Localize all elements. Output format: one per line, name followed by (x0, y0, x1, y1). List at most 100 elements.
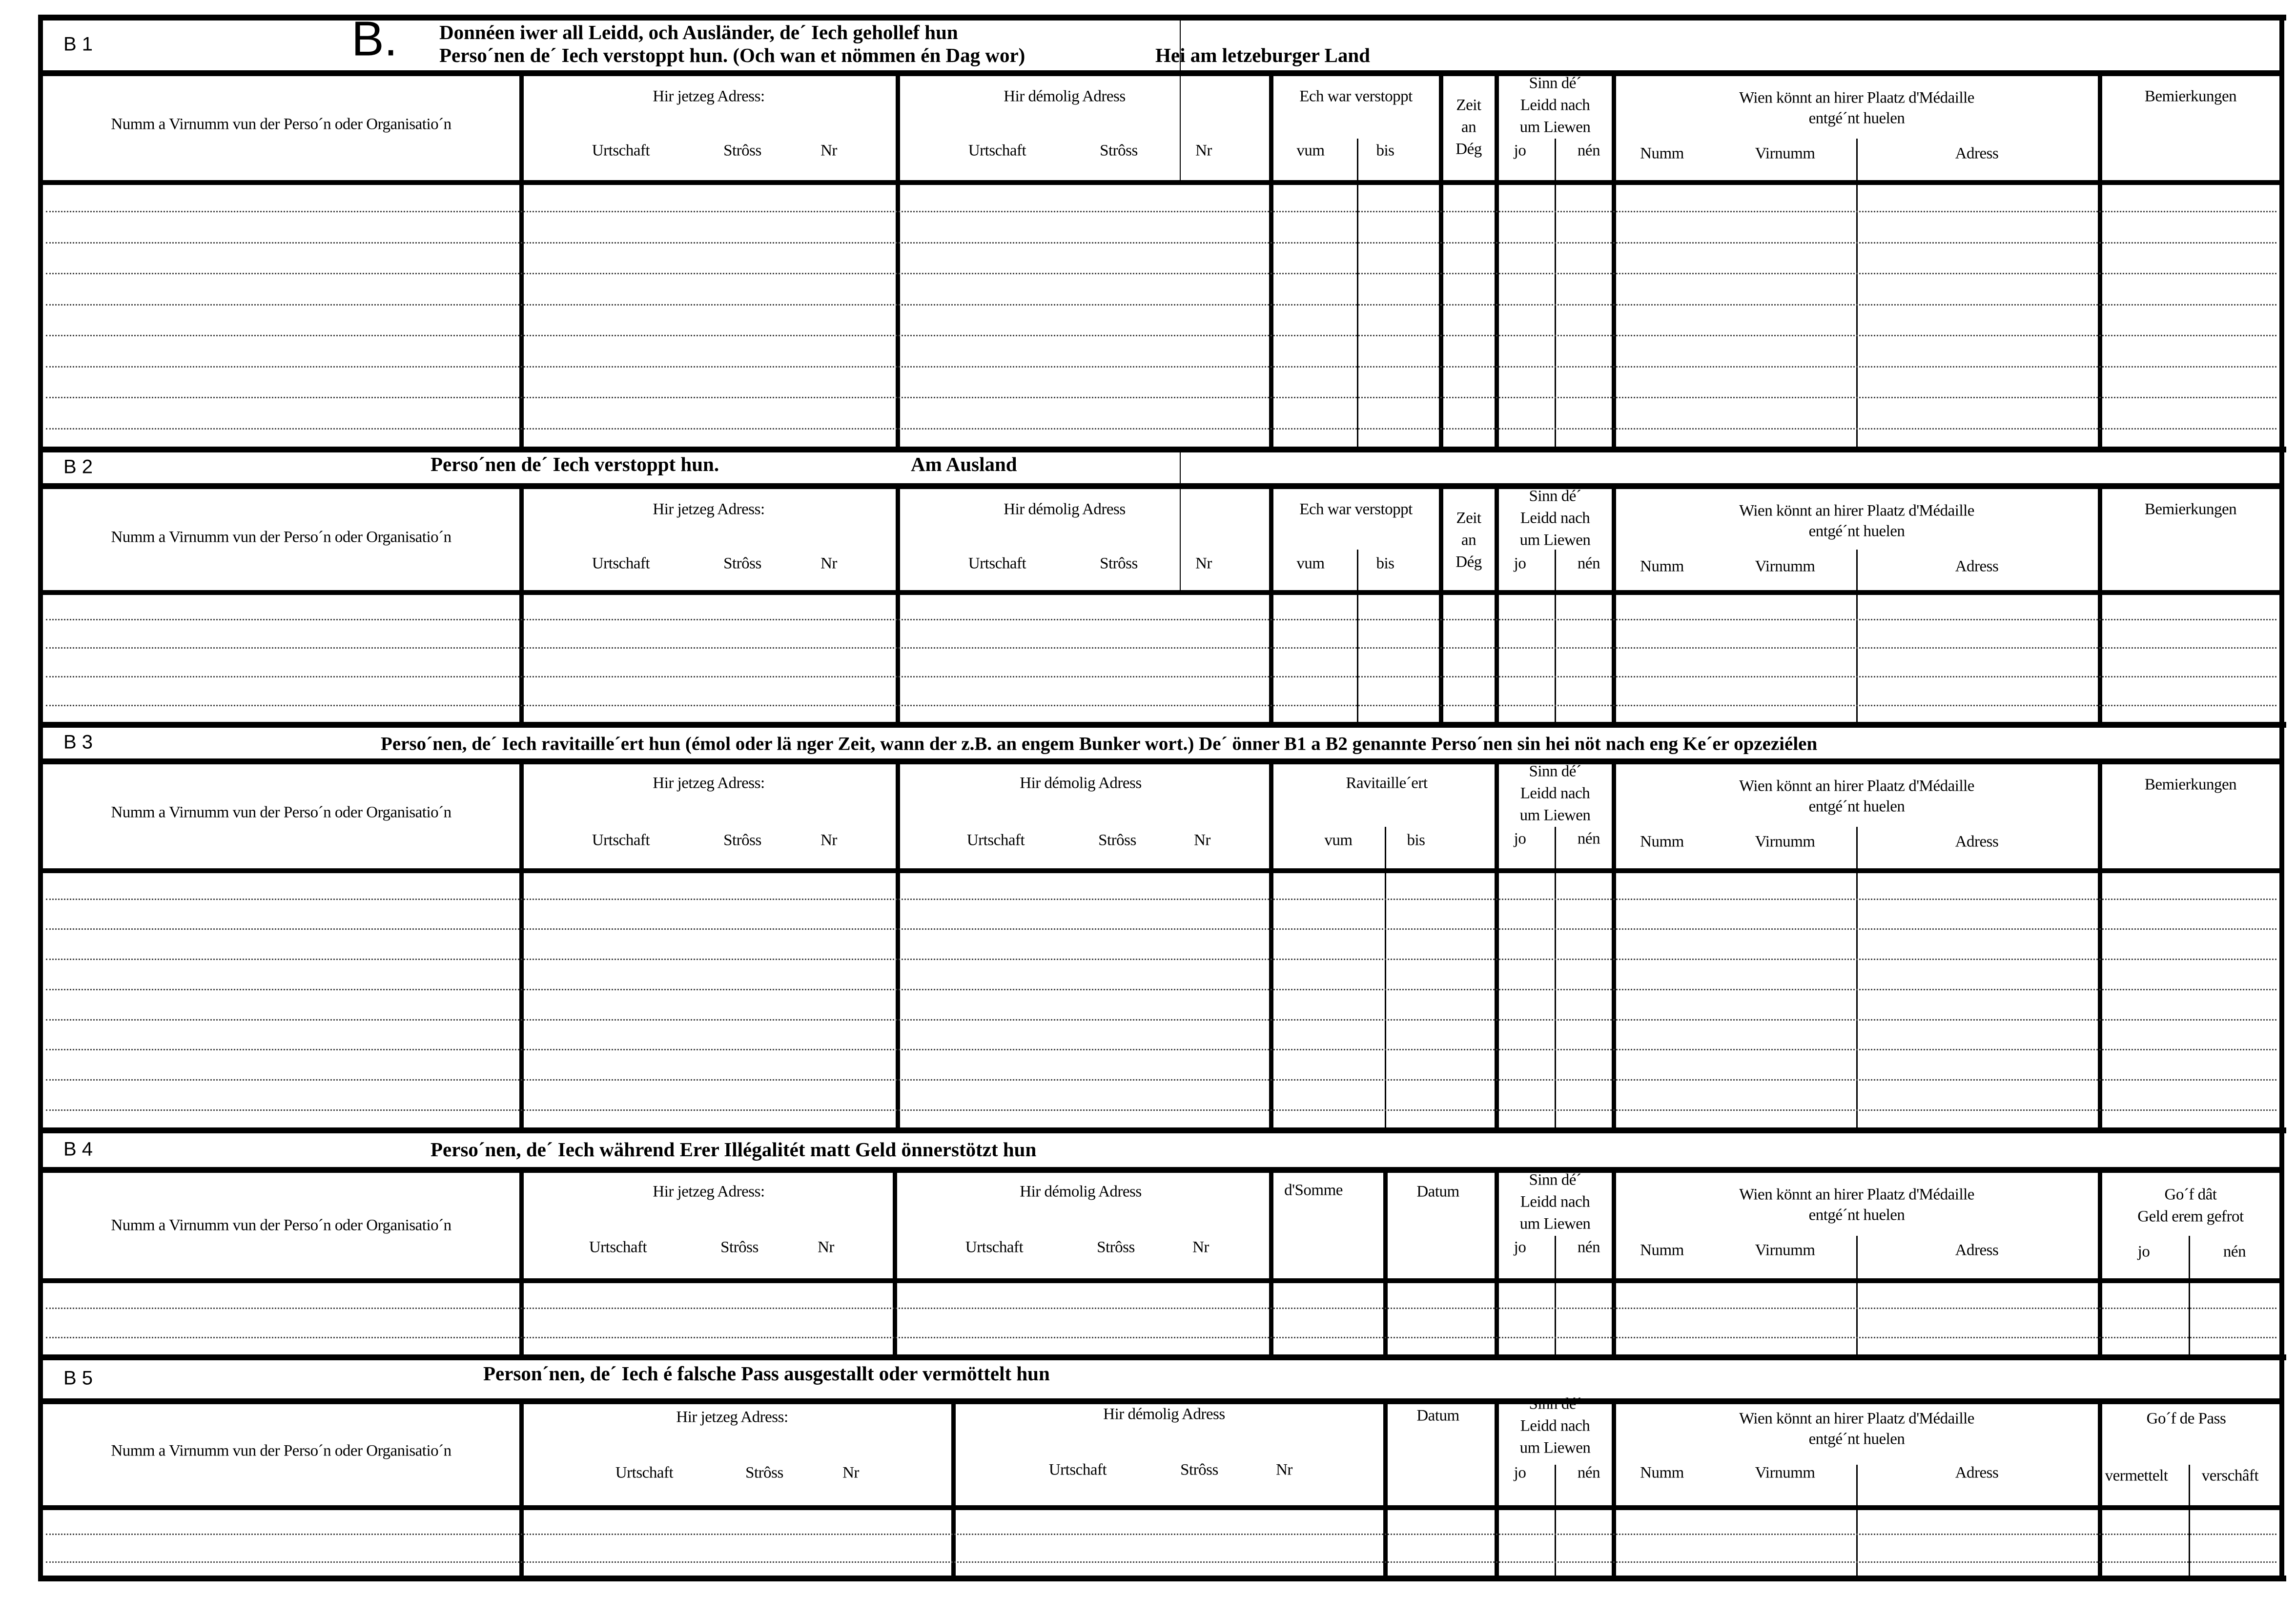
name-column-header: Numm a Virnumm vun der Perso´n oder Orga… (111, 1216, 451, 1234)
danger-header-line3: um Liewen (1519, 806, 1591, 824)
entry-row-line (46, 211, 2276, 212)
header-top-rule (41, 1398, 2281, 1404)
column-divider (1383, 1167, 1388, 1354)
current-street-header: Strôss (745, 1464, 783, 1482)
duration-header-line3: Dég (1456, 140, 1482, 158)
medal-header-line1: Wien könnt an hirer Plaatz d'Médaille (1739, 1186, 1974, 1204)
from-header: vum (1324, 831, 1353, 849)
column-divider (1612, 70, 1616, 447)
medal-firstname-header: Virnumm (1755, 144, 1815, 163)
current-street-header: Strôss (720, 1238, 758, 1256)
pass-procured-header: verschâft (2201, 1467, 2259, 1485)
column-divider (519, 70, 524, 447)
medal-header-line1: Wien könnt an hirer Plaatz d'Médaille (1739, 502, 1974, 520)
entry-row-line (46, 1109, 2276, 1111)
current-nr-header: Nr (820, 142, 837, 160)
pass-mediated-header: vermettelt (2105, 1467, 2168, 1485)
sub-column-divider (1555, 827, 1556, 1127)
sub-column-divider (1856, 139, 1858, 447)
danger-header-line2: Leidd nach (1520, 1417, 1590, 1435)
hidden-period-header: Ech war verstoppt (1299, 500, 1413, 518)
danger-no-header: nén (1577, 554, 1600, 573)
column-divider (1612, 483, 1616, 722)
column-divider (896, 758, 900, 1127)
section-top-rule (38, 447, 2286, 452)
name-column-header: Numm a Virnumm vun der Perso´n oder Orga… (111, 528, 451, 546)
former-town-header: Urtschaft (966, 831, 1025, 849)
entry-row-line (46, 242, 2276, 244)
column-divider (519, 483, 524, 722)
medal-firstname-header: Virnumm (1755, 1464, 1815, 1482)
entry-row-line (46, 397, 2276, 398)
medal-name-header: Numm (1640, 1464, 1684, 1482)
header-bottom-rule (41, 1505, 2281, 1510)
to-header: bis (1376, 142, 1394, 160)
former-address-header: Hir démolig Adress (1004, 500, 1126, 518)
former-street-header: Strôss (1180, 1461, 1218, 1479)
medal-firstname-header: Virnumm (1755, 1241, 1815, 1259)
duration-header-line1: Zeit (1456, 96, 1481, 114)
danger-yes-header: jo (1514, 142, 1526, 160)
column-divider (519, 1167, 524, 1354)
current-town-header: Urtschaft (592, 554, 650, 573)
former-nr-header: Nr (1276, 1461, 1292, 1479)
medal-header-line1: Wien könnt an hirer Plaatz d'Médaille (1739, 89, 1974, 107)
column-divider (1495, 70, 1499, 447)
former-nr-header: Nr (1195, 554, 1212, 573)
sub-column-divider (2189, 1236, 2190, 1354)
current-town-header: Urtschaft (592, 831, 650, 849)
column-divider (2098, 758, 2102, 1127)
medal-address-header: Adress (1955, 1464, 1999, 1482)
danger-yes-header: jo (1514, 1238, 1526, 1256)
section-title: Person´nen, de´ Iech é falsche Pass ausg… (483, 1362, 1050, 1385)
medal-header-line1: Wien könnt an hirer Plaatz d'Médaille (1739, 1410, 1974, 1428)
entry-row-line (46, 676, 2276, 677)
current-address-header: Hir jetzeg Adress: (653, 87, 765, 105)
current-address-header: Hir jetzeg Adress: (653, 1183, 765, 1201)
entry-row-line (46, 647, 2276, 649)
sub-column-divider (1385, 827, 1386, 1127)
duration-header-line2: an (1461, 531, 1476, 549)
section-top-rule (38, 1354, 2286, 1360)
current-town-header: Urtschaft (592, 142, 650, 160)
section-title: Perso´nen, de´ Iech ravitaille´ert hun (… (381, 733, 1818, 755)
header-top-rule (41, 70, 2281, 76)
header-bottom-rule (41, 868, 2281, 873)
sub-column-divider (1555, 1236, 1556, 1354)
dashed-divider (1180, 15, 1181, 180)
current-town-header: Urtschaft (615, 1464, 674, 1482)
header-top-rule (41, 483, 2281, 489)
entry-row-line (46, 1534, 2276, 1535)
danger-header-line3: um Liewen (1519, 1439, 1591, 1457)
column-divider (1269, 758, 1273, 1127)
former-town-header: Urtschaft (968, 142, 1026, 160)
danger-header-line3: um Liewen (1519, 531, 1591, 549)
from-header: vum (1296, 142, 1325, 160)
danger-header-line2: Leidd nach (1520, 509, 1590, 527)
former-town-header: Urtschaft (968, 554, 1026, 573)
column-divider (2098, 483, 2102, 722)
medal-header-line2: entgé´nt huelen (1808, 798, 1905, 816)
former-street-header: Strôss (1098, 831, 1136, 849)
current-town-header: Urtschaft (589, 1238, 647, 1256)
section-id: B 2 (63, 456, 93, 477)
danger-no-header: nén (1577, 1238, 1600, 1256)
former-address-header: Hir démolig Adress (1020, 774, 1142, 792)
column-divider (1439, 70, 1443, 447)
danger-header-line2: Leidd nach (1520, 1193, 1590, 1211)
duration-header-line3: Dég (1456, 553, 1482, 571)
column-divider (1495, 483, 1499, 722)
medal-name-header: Numm (1640, 1241, 1684, 1259)
medal-address-header: Adress (1955, 833, 1999, 851)
column-divider (896, 70, 900, 447)
sub-column-divider (1357, 550, 1358, 722)
duration-header-line2: an (1461, 118, 1476, 136)
medal-header-line2: entgé´nt huelen (1808, 1430, 1905, 1448)
date-header: Datum (1416, 1407, 1459, 1425)
sub-column-divider (2189, 1465, 2190, 1578)
duration-header-line1: Zeit (1456, 509, 1481, 527)
current-nr-header: Nr (818, 1238, 834, 1256)
supplied-period-header: Ravitaille´ert (1346, 774, 1428, 792)
hidden-period-header: Ech war verstoppt (1299, 87, 1413, 105)
